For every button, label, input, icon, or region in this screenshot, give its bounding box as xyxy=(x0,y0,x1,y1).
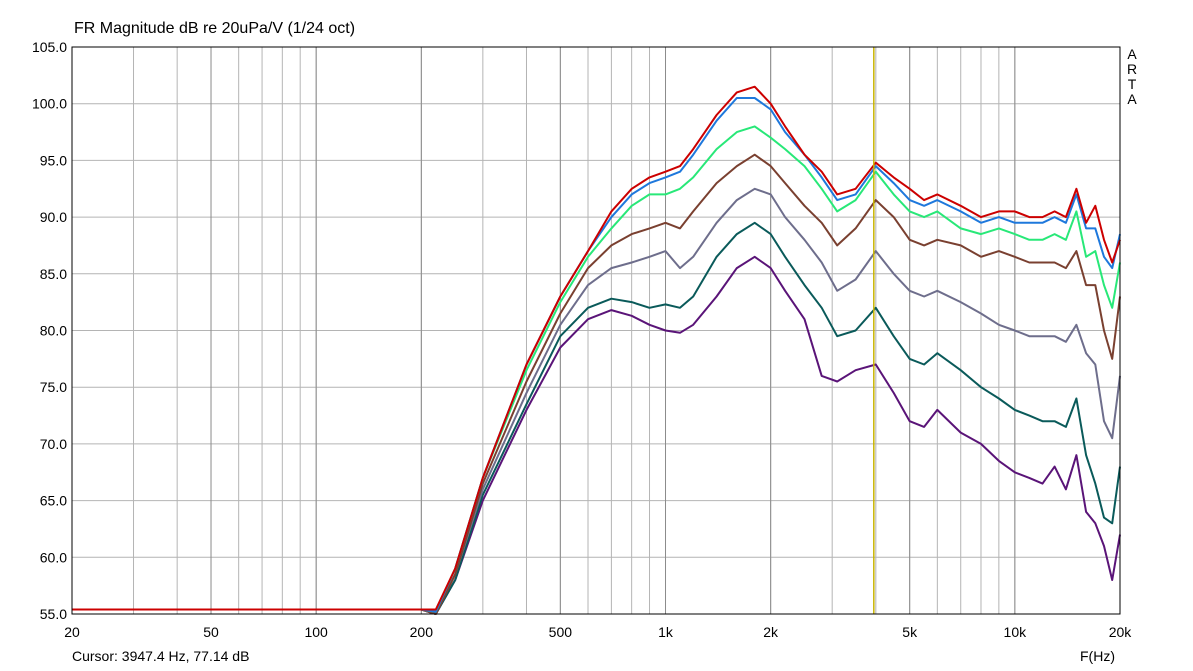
y-tick-labels: 55.0 60.0 65.0 70.0 75.0 80.0 85.0 90.0 95.0 100.… xyxy=(32,39,67,622)
series-line xyxy=(72,221,1121,615)
y-tick-label: 80.0 xyxy=(40,323,67,339)
x-tick-label: 1k xyxy=(658,624,674,640)
x-tick-label: 10k xyxy=(1004,624,1028,640)
y-tick-label: 90.0 xyxy=(40,209,67,225)
series-line xyxy=(72,125,1121,613)
series-line xyxy=(72,153,1121,615)
x-tick-label: 50 xyxy=(203,624,219,640)
y-tick-label: 75.0 xyxy=(40,379,67,395)
x-tick-label: 2k xyxy=(763,624,779,640)
x-tick-label: 500 xyxy=(549,624,573,640)
x-tick-label: 5k xyxy=(902,624,918,640)
y-tick-label: 65.0 xyxy=(40,493,67,509)
arta-brand-label: A R T A xyxy=(1126,47,1138,107)
plot-frame xyxy=(71,46,1121,615)
x-tick-label: 200 xyxy=(410,624,434,640)
major-gridlines xyxy=(72,46,1120,615)
y-tick-label: 105.0 xyxy=(32,39,67,55)
y-tick-label: 60.0 xyxy=(40,549,67,565)
series-line xyxy=(72,255,1121,615)
x-axis-label: F(Hz) xyxy=(1080,648,1115,664)
brand-letter: A xyxy=(1127,91,1137,107)
series-line xyxy=(72,85,1121,611)
y-tick-label: 100.0 xyxy=(32,96,67,112)
y-tick-label: 85.0 xyxy=(40,266,67,282)
x-tick-label: 20 xyxy=(64,624,80,640)
y-tick-label: 55.0 xyxy=(40,606,67,622)
brand-letter: A xyxy=(1127,46,1137,62)
series-line xyxy=(72,97,1121,613)
x-tick-label: 20k xyxy=(1109,624,1133,640)
x-tick-label: 100 xyxy=(304,624,328,640)
y-tick-label: 70.0 xyxy=(40,436,67,452)
series-lines xyxy=(72,85,1121,615)
x-tick-labels: 20 50 100 200 500 1k 2k 5k 10k 20k xyxy=(64,624,1132,640)
series-line xyxy=(72,187,1121,615)
brand-letter: T xyxy=(1127,76,1137,92)
chart-title: FR Magnitude dB re 20uPa/V (1/24 oct) xyxy=(74,20,356,37)
cursor-readout: Cursor: 3947.4 Hz, 77.14 dB xyxy=(72,648,250,664)
brand-letter: R xyxy=(1126,61,1138,77)
y-tick-label: 95.0 xyxy=(40,152,67,168)
